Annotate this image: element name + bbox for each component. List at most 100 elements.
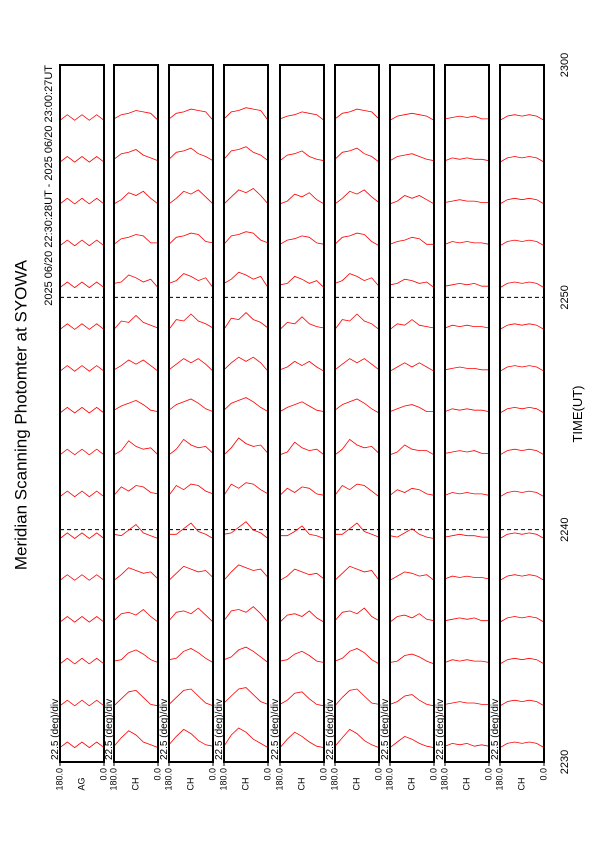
scan-trace [223,107,269,121]
scan-trace [389,528,435,539]
y-tick-label: 0.0 [373,768,383,781]
scan-trace [499,448,545,456]
scan-trace [499,574,545,581]
scale-label: 22.5 (deg)/div [159,699,170,760]
y-tick-label: 0.0 [318,768,328,781]
scan-trace [223,521,269,539]
scan-trace [444,282,489,287]
scan-trace [444,157,490,162]
scan-trace [168,313,214,330]
scan-trace [279,486,325,496]
scan-trace [59,574,105,581]
scan-trace [59,448,105,456]
scan-trace [279,192,325,205]
scale-label: 22.5 (deg)/div [490,699,501,760]
scan-trace [168,438,214,456]
scan-trace [223,356,269,372]
y-tick-label: 180.0 [329,768,339,791]
scan-trace [59,114,105,121]
scan-trace [444,450,489,454]
scan-trace [499,365,545,372]
scan-trace [389,613,435,623]
y-tick-label: 180.0 [439,768,449,791]
scan-trace [444,617,489,622]
y-tick-label: 180.0 [163,768,173,791]
scan-trace [444,533,489,538]
scan-trace [334,565,380,581]
chart-title: Meridian Scanning Photomter at SYOWA [11,259,30,570]
scan-trace [59,239,105,247]
scan-trace [113,234,158,245]
scan-trace [223,564,269,581]
scan-trace [279,731,325,748]
scan-trace [499,281,545,288]
scan-trace [168,108,214,121]
scan-trace [223,397,269,412]
scan-trace [499,239,545,247]
scan-trace [334,358,380,371]
scan-trace [389,444,435,456]
scan-trace [334,189,380,205]
scan-trace [334,313,380,330]
scan-trace [444,701,489,705]
scan-trace [279,275,325,288]
scan-trace [389,653,435,665]
x-tick-label: 2250 [559,285,571,309]
scan-trace [444,324,490,329]
scan-trace [59,406,105,414]
scan-trace [113,485,159,496]
scan-trace [113,314,159,330]
scan-trace [279,691,325,707]
scan-trace [389,487,435,496]
scan-trace [279,360,325,372]
channel-label: CH [296,778,306,791]
scan-trace [279,150,325,162]
scale-label: 22.5 (deg)/div [104,699,115,760]
scan-trace [444,408,490,412]
scan-trace [444,366,489,371]
scan-trace [223,146,269,162]
scan-trace [334,607,380,622]
x-tick-label: 2300 [559,53,571,77]
scan-trace [113,523,159,539]
rotated-plot: Meridian Scanning Photomter at SYOWA 202… [11,53,585,791]
channel-label: CH [240,778,250,791]
scan-trace [279,568,325,581]
scan-trace [389,236,434,245]
y-tick-label: 180.0 [108,768,118,791]
scan-trace [169,522,214,539]
scan-trace [279,111,325,121]
scan-trace [168,189,214,205]
scan-trace [389,735,435,748]
scan-trace [279,401,325,412]
scan-trace [279,316,325,330]
scan-trace [59,155,105,163]
scan-trace [389,153,435,162]
panel-frame [334,64,380,763]
scan-trace [59,615,105,623]
scan-trace [444,575,490,580]
scan-trace [389,112,435,121]
channel-label: AG [76,777,86,790]
panel-frame [499,64,545,763]
scan-trace [334,688,380,707]
scan-trace [389,278,435,288]
scan-trace [334,483,380,498]
panel-frame [168,64,214,763]
y-tick-label: 0.0 [428,768,438,781]
scan-trace [59,532,105,540]
panel-frame [113,64,159,763]
scale-label: 22.5 (deg)/div [325,699,336,760]
y-tick-label: 0.0 [98,768,108,781]
scan-trace [499,699,545,707]
scan-trace [389,319,435,330]
channel-label: CH [516,778,526,791]
scan-trace [168,147,214,162]
scan-trace [168,688,214,707]
scan-trace [168,483,214,496]
scan-trace [113,608,159,623]
scan-trace [334,232,380,247]
scan-trace [113,440,159,456]
